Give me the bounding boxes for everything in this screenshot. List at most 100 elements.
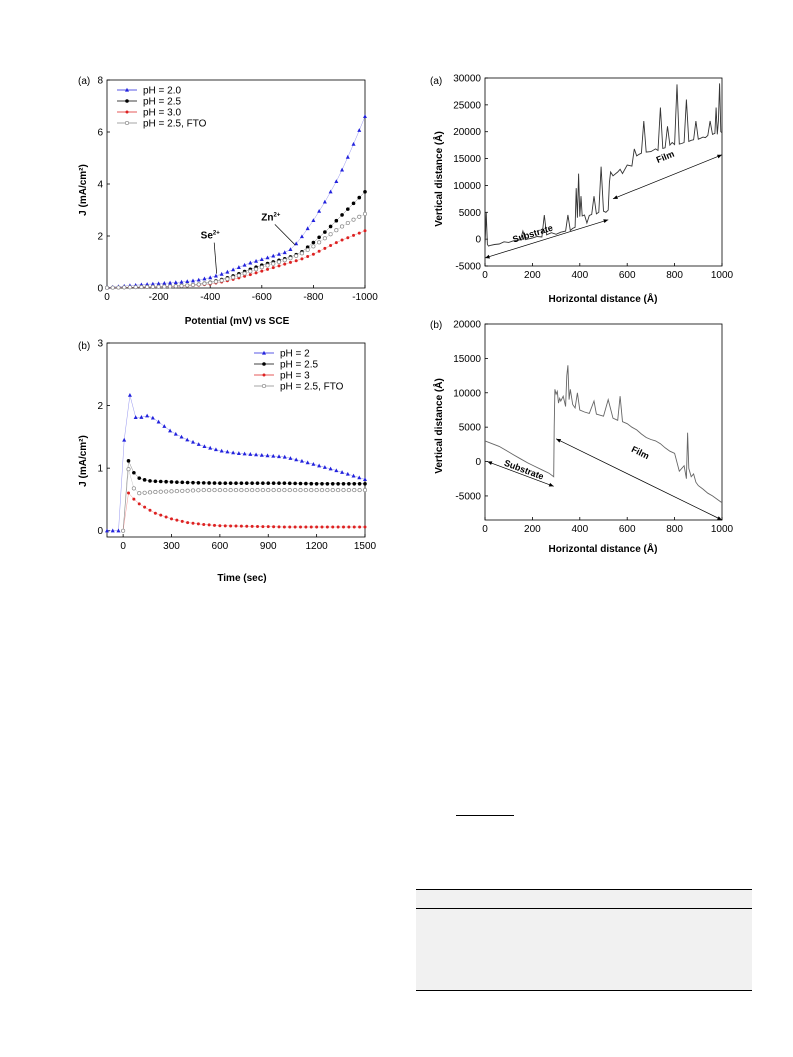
data-point	[341, 482, 346, 486]
data-point	[168, 428, 173, 433]
data-point	[126, 467, 131, 472]
region-arrow	[555, 438, 723, 521]
data-point	[317, 235, 321, 240]
data-point	[201, 481, 206, 485]
data-point	[362, 211, 368, 216]
region-label: Film	[655, 149, 676, 165]
data-point	[277, 264, 281, 268]
data-point	[311, 240, 316, 245]
y-tick-label: -5000	[455, 262, 481, 273]
data-point	[277, 481, 281, 485]
data-point	[131, 486, 136, 491]
data-point	[139, 415, 144, 419]
data-point	[328, 466, 333, 471]
data-point	[191, 521, 195, 525]
data-point	[127, 285, 132, 290]
data-point	[139, 284, 144, 290]
y-tick-label: 0	[97, 284, 103, 295]
x-tick-label: 800	[666, 270, 683, 281]
data-point	[175, 480, 179, 484]
data-point	[116, 285, 121, 290]
data-point	[346, 488, 351, 493]
x-tick-label: 1500	[354, 541, 377, 552]
data-point	[231, 267, 236, 272]
data-point	[322, 465, 327, 469]
series-1	[105, 114, 367, 290]
data-point	[217, 488, 222, 493]
data-point	[179, 279, 184, 284]
x-tick-label: -400	[200, 292, 220, 303]
data-point	[125, 99, 129, 103]
data-point	[283, 262, 287, 266]
data-point	[124, 120, 130, 126]
data-point	[145, 413, 150, 418]
data-point	[259, 265, 264, 270]
data-point	[170, 517, 173, 521]
data-point	[248, 452, 253, 456]
data-point	[304, 525, 308, 529]
data-point	[147, 490, 153, 495]
data-point	[207, 481, 211, 485]
data-point	[328, 232, 333, 237]
data-point	[277, 525, 281, 529]
data-point	[218, 481, 222, 485]
data-point	[239, 524, 243, 528]
data-point	[311, 252, 315, 256]
data-point	[334, 179, 339, 183]
arrow-head	[717, 516, 722, 520]
data-point	[150, 284, 155, 289]
series-line	[107, 395, 366, 531]
data-point	[317, 240, 322, 245]
data-point	[334, 468, 339, 473]
data-point	[169, 480, 174, 484]
table-region	[416, 889, 752, 991]
data-point	[219, 448, 224, 453]
data-point	[363, 229, 367, 233]
data-point	[303, 488, 308, 493]
data-point	[156, 284, 161, 289]
data-point	[352, 488, 357, 493]
data-point	[363, 525, 367, 529]
x-tick-label: 400	[571, 524, 588, 535]
panel-label: (a)	[430, 76, 442, 87]
data-point	[245, 524, 249, 528]
data-point	[234, 524, 238, 528]
data-point	[363, 482, 367, 486]
data-point	[336, 482, 340, 486]
plot-frame	[106, 342, 366, 538]
x-axis-label: Horizontal distance (Å)	[549, 542, 658, 555]
data-point	[228, 481, 233, 485]
data-point	[266, 488, 271, 493]
chart-profile-a: (a) 0 200 400 600 800 1000-500005000100001500…	[430, 74, 734, 306]
data-point	[148, 479, 152, 483]
annotation-arrow	[213, 242, 217, 274]
data-point	[325, 488, 330, 493]
data-point	[287, 488, 292, 493]
profile-line	[484, 83, 723, 248]
data-point	[153, 511, 157, 515]
data-point	[132, 470, 136, 475]
data-point	[357, 195, 362, 200]
data-point	[110, 285, 115, 290]
data-point	[125, 87, 129, 92]
data-point	[294, 253, 299, 258]
y-tick-label: 15000	[453, 154, 481, 165]
data-point	[363, 114, 367, 118]
data-point	[133, 285, 138, 290]
data-point	[265, 453, 270, 458]
data-point	[213, 447, 218, 452]
data-point	[202, 522, 206, 526]
x-tick-label: 200	[524, 524, 541, 535]
data-point	[261, 383, 267, 389]
data-point	[293, 525, 297, 529]
data-point	[266, 267, 270, 271]
data-point	[242, 271, 247, 276]
data-point	[345, 471, 350, 476]
data-point	[208, 280, 213, 285]
data-point	[208, 445, 213, 450]
data-point	[190, 282, 196, 288]
data-point	[239, 481, 244, 485]
data-point	[180, 519, 184, 523]
data-point	[266, 525, 270, 529]
y-tick-label: 25000	[453, 100, 481, 111]
